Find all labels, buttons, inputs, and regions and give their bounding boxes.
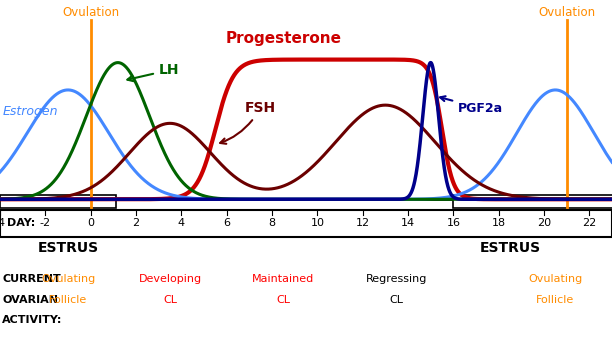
Text: Ovulating: Ovulating (41, 275, 95, 284)
Text: Follicle: Follicle (49, 295, 87, 305)
Text: Follicle: Follicle (536, 295, 575, 305)
Text: FSH: FSH (220, 101, 276, 144)
Text: DAY:: DAY: (7, 218, 35, 228)
Text: CL: CL (163, 295, 177, 305)
Bar (0, 195, 116, 208)
Text: 14: 14 (401, 218, 415, 228)
Text: 6: 6 (223, 218, 230, 228)
Text: Progesterone: Progesterone (225, 31, 341, 46)
Text: Regressing: Regressing (366, 275, 427, 284)
Text: 10: 10 (310, 218, 324, 228)
Bar (0, 210, 612, 237)
Text: Ovulation: Ovulation (62, 5, 119, 18)
Text: Ovulation: Ovulation (538, 5, 595, 18)
Text: PGF2a: PGF2a (440, 96, 503, 115)
Text: LH: LH (127, 63, 179, 81)
Text: CL: CL (390, 295, 404, 305)
Text: 8: 8 (269, 218, 275, 228)
Text: OVARIAN: OVARIAN (2, 295, 58, 305)
Text: 0: 0 (87, 218, 94, 228)
Text: Developing: Developing (138, 275, 201, 284)
Text: 20: 20 (537, 218, 551, 228)
Text: 2: 2 (132, 218, 140, 228)
Text: ESTRUS: ESTRUS (479, 241, 540, 255)
Text: 12: 12 (356, 218, 370, 228)
Text: Ovulating: Ovulating (528, 275, 583, 284)
Text: 16: 16 (446, 218, 460, 228)
Text: 22: 22 (582, 218, 597, 228)
Text: CL: CL (277, 295, 290, 305)
Bar (453, 195, 612, 208)
Text: CURRENT: CURRENT (2, 275, 61, 284)
Text: -2: -2 (40, 218, 51, 228)
Text: ESTRUS: ESTRUS (37, 241, 99, 255)
Text: 4: 4 (177, 218, 185, 228)
Text: -4: -4 (0, 218, 6, 228)
Text: Maintained: Maintained (252, 275, 315, 284)
Text: 18: 18 (491, 218, 506, 228)
Text: ACTIVITY:: ACTIVITY: (2, 315, 62, 325)
Text: Estrogen: Estrogen (2, 105, 58, 118)
